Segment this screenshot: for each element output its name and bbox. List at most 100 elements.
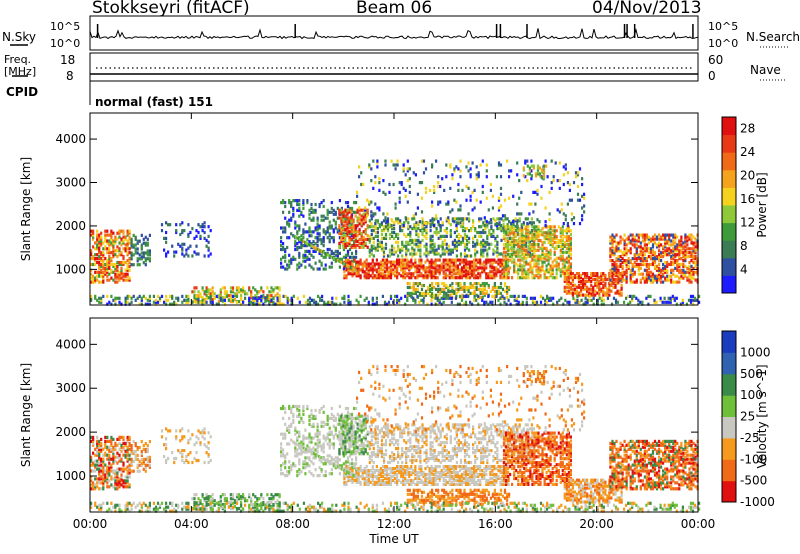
power-cell — [665, 300, 668, 304]
power-cell — [676, 280, 679, 284]
power-cell — [260, 288, 263, 292]
power-cell — [541, 240, 544, 245]
power-cell — [386, 223, 390, 227]
power-cell — [429, 244, 432, 248]
velocity-cell — [98, 487, 101, 491]
power-cell — [543, 164, 546, 168]
power-cell — [487, 208, 490, 212]
power-cell — [126, 300, 129, 304]
power-cell — [455, 240, 458, 244]
power-cell — [625, 249, 628, 253]
velocity-cell — [108, 479, 111, 483]
power-cell — [352, 245, 355, 249]
power-cell — [114, 302, 117, 306]
power-cell — [476, 240, 479, 244]
power-cell — [96, 270, 99, 274]
power-cell — [294, 242, 297, 246]
power-cell — [531, 244, 534, 248]
power-cell — [420, 260, 423, 264]
nsky-tick-top: 10^5 — [50, 20, 81, 33]
power-cell — [456, 258, 459, 262]
power-cell — [451, 285, 454, 290]
power-cell — [572, 296, 575, 300]
power-cell — [529, 260, 532, 264]
power-cell — [414, 270, 417, 274]
power-cell — [502, 235, 506, 239]
power-cell — [531, 242, 534, 247]
power-cell — [427, 252, 430, 256]
power-cell — [552, 175, 555, 179]
power-cell — [639, 251, 642, 255]
power-cell — [399, 229, 402, 233]
power-cell — [688, 251, 691, 255]
power-cell — [569, 242, 572, 247]
power-cell — [122, 260, 125, 265]
power-cell — [649, 239, 653, 243]
power-cell — [352, 235, 355, 240]
power-cell — [412, 262, 415, 266]
power-cell — [142, 237, 145, 241]
power-cell — [617, 278, 620, 282]
power-cell — [437, 293, 440, 297]
power-cell — [124, 302, 127, 306]
power-cell — [286, 245, 289, 250]
power-cell — [392, 262, 395, 266]
velocity-cell — [100, 441, 103, 445]
velocity-cell — [94, 453, 97, 457]
power-cell — [374, 202, 377, 206]
power-cell — [505, 239, 508, 243]
power-cell — [497, 262, 500, 266]
power-cell — [363, 274, 366, 278]
power-cell — [513, 264, 516, 268]
power-cell — [569, 244, 572, 248]
power-cell — [491, 194, 494, 198]
power-cell — [380, 248, 383, 252]
power-cell — [582, 283, 585, 287]
power-cell — [513, 270, 516, 274]
power-cell — [381, 276, 384, 280]
power-cell — [362, 212, 365, 216]
power-cell — [525, 229, 528, 233]
power-cell — [223, 298, 226, 302]
power-cell — [207, 296, 210, 300]
power-cell — [328, 240, 331, 244]
power-cell — [344, 230, 347, 234]
power-cell — [645, 274, 648, 278]
power-cell — [296, 245, 299, 250]
power-cell — [429, 246, 432, 250]
power-cell — [254, 294, 257, 298]
power-cell — [467, 287, 470, 291]
power-cell — [631, 233, 634, 237]
power-cell — [506, 159, 509, 163]
power-cell — [433, 293, 436, 297]
power-cell — [532, 240, 535, 244]
power-cell — [304, 259, 307, 263]
power-cell — [602, 291, 605, 295]
power-cell — [380, 236, 383, 240]
power-cell — [366, 214, 369, 218]
power-cell — [254, 288, 257, 292]
power-cell — [134, 237, 137, 241]
power-cell — [298, 208, 301, 212]
power-cell — [118, 274, 121, 278]
power-cell — [629, 280, 632, 284]
power-cell — [343, 296, 346, 300]
power-cell — [358, 232, 361, 236]
power-cell — [394, 294, 397, 298]
power-cell — [517, 258, 520, 262]
power-cell — [108, 260, 111, 265]
power-cell — [459, 283, 462, 288]
power-cell — [112, 239, 115, 243]
power-cell — [348, 237, 351, 242]
power-cell — [434, 260, 437, 264]
power-cell — [424, 274, 427, 278]
power-cell — [355, 260, 358, 264]
power-cell — [449, 293, 452, 297]
power-cell — [274, 286, 277, 290]
power-cell — [517, 268, 520, 272]
power-cell — [395, 217, 398, 221]
power-cell — [391, 248, 394, 252]
power-cell — [519, 254, 522, 258]
power-cell — [356, 243, 359, 247]
power-cell — [388, 248, 392, 252]
